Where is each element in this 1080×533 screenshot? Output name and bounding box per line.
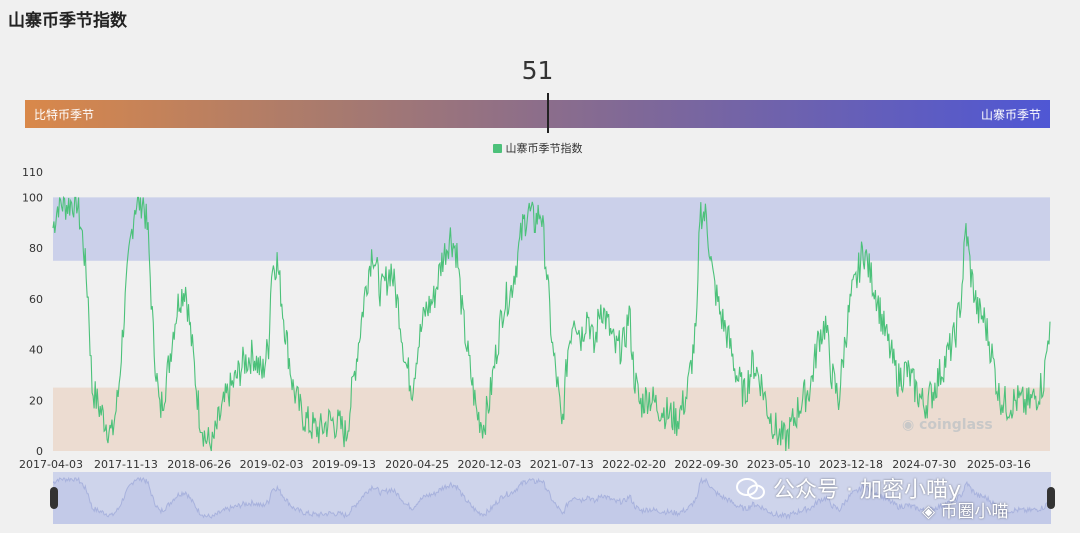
navigator-line <box>53 476 1051 520</box>
gauge-value: 51 <box>521 56 554 85</box>
x-tick-label: 2017-04-03 <box>19 458 83 471</box>
coinglass-icon: ◉ <box>902 417 915 433</box>
x-tick-label: 2022-02-20 <box>602 458 666 471</box>
binance-diamond-icon: ◈ <box>922 502 936 522</box>
x-tick-label: 2019-09-13 <box>312 458 376 471</box>
coinglass-watermark: ◉ coinglass <box>902 417 993 433</box>
series-line <box>52 195 1051 452</box>
gauge-label-altcoin-season: 山寨币季节 <box>980 108 1041 122</box>
navigator-right-handle[interactable] <box>1047 487 1055 509</box>
legend-swatch <box>492 144 502 153</box>
navigator-series-preview <box>53 476 1051 524</box>
gauge-label-bitcoin-season: 比特币季节 <box>34 108 95 122</box>
x-tick-label: 2018-06-26 <box>167 458 231 471</box>
x-tick-label: 2023-05-10 <box>747 458 811 471</box>
page-title: 山寨币季节指数 <box>8 11 127 31</box>
chart-legend[interactable]: 山寨币季节指数 <box>0 140 1075 156</box>
legend-label: 山寨币季节指数 <box>505 142 583 155</box>
x-tick-label: 2021-07-13 <box>530 458 594 471</box>
x-tick-label: 2020-04-25 <box>385 458 449 471</box>
y-tick-label: 0 <box>36 445 43 458</box>
x-tick-label: 2020-12-03 <box>457 458 521 471</box>
x-tick-label: 2025-03-16 <box>967 458 1031 471</box>
y-tick-label: 20 <box>29 394 43 407</box>
wechat-icon <box>736 478 765 500</box>
x-tick-label: 2017-11-13 <box>94 458 158 471</box>
range-navigator[interactable] <box>53 472 1051 524</box>
y-tick-label: 60 <box>29 293 43 306</box>
x-tick-label: 2024-07-30 <box>892 458 956 471</box>
account-label: 币圈小喵 <box>940 502 1009 522</box>
coinglass-brand-label: coinglass <box>919 417 993 433</box>
x-tick-label: 2019-02-03 <box>240 458 304 471</box>
season-gauge-bar: 比特币季节 山寨币季节 <box>25 100 1050 128</box>
x-tick-label: 2023-12-18 <box>819 458 883 471</box>
account-watermark: ◈ 币圈小喵 <box>922 497 1008 522</box>
y-tick-label: 40 <box>29 344 43 357</box>
wechat-account-label: 公众号 · 加密小喵y <box>773 478 961 503</box>
wechat-watermark: 公众号 · 加密小喵y <box>736 472 961 504</box>
altcoin-season-band <box>53 197 1050 261</box>
y-tick-label: 110 <box>22 166 43 179</box>
gauge-marker <box>546 93 549 133</box>
x-tick-label: 2022-09-30 <box>674 458 738 471</box>
y-tick-label: 80 <box>29 242 43 255</box>
y-tick-label: 100 <box>22 191 43 204</box>
navigator-left-handle[interactable] <box>50 487 58 509</box>
